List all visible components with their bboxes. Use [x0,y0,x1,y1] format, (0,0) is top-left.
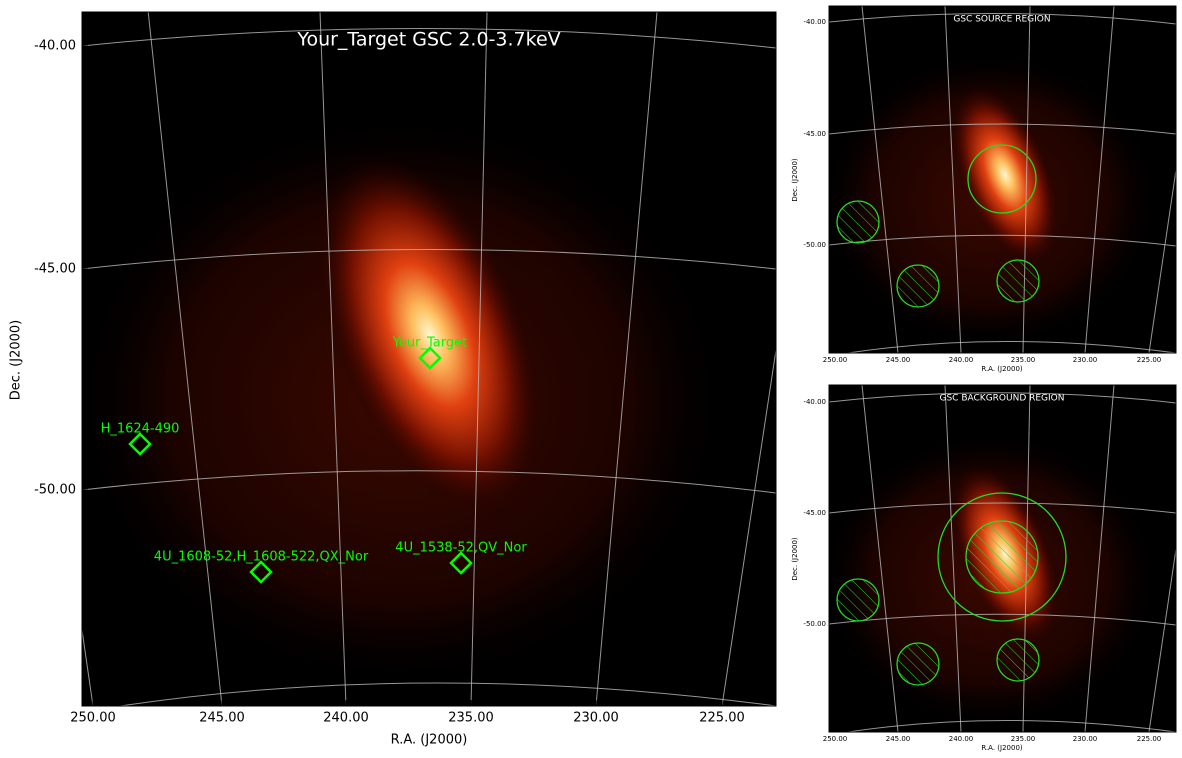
y-tick-label: -40.00 [803,18,826,26]
x-tick-label: 245.00 [886,735,911,743]
y-tick-label: -50.00 [34,483,76,498]
main-image [82,12,776,706]
y-tick-label: -40.00 [34,39,76,54]
source-label: 4U_1608-52,H_1608-522,QX_Nor [154,550,369,565]
x-axis-label: R.A. (J2000) [981,744,1023,752]
x-tick-label: 250.00 [823,356,848,364]
source-label: 4U_1538-52,QV_Nor [395,541,527,556]
panel-title: GSC SOURCE REGION [953,15,1050,25]
x-tick-label: 245.00 [199,711,245,726]
y-tick-label: -40.00 [803,398,826,406]
x-axis-label: R.A. (J2000) [981,365,1023,373]
panel-title: GSC BACKGROUND REGION [940,394,1065,404]
main-title: Your_Target GSC 2.0-3.7keV [296,29,560,51]
x-tick-label: 250.00 [823,735,848,743]
regions [836,144,1040,308]
x-tick-label: 225.00 [1137,356,1162,364]
x-tick-label: 240.00 [949,356,974,364]
y-axis-label: Dec. (J2000) [791,158,799,202]
x-tick-label: 240.00 [323,711,369,726]
x-tick-label: 230.00 [573,711,619,726]
x-tick-label: 235.00 [1011,735,1036,743]
source-region-image [829,6,1176,353]
y-tick-label: -45.00 [34,262,76,277]
x-tick-label: 240.00 [949,735,974,743]
source-label: H_1624-490 [101,422,180,437]
x-tick-label: 245.00 [886,356,911,364]
x-tick-label: 235.00 [448,711,494,726]
x-tick-label: 230.00 [1073,735,1098,743]
regions [836,492,1067,686]
x-tick-label: 230.00 [1073,356,1098,364]
y-axis-label: Dec. (J2000) [791,537,799,581]
x-tick-label: 235.00 [1011,356,1036,364]
x-tick-label: 250.00 [70,711,116,726]
x-tick-label: 225.00 [1137,735,1162,743]
x-axis-label: R.A. (J2000) [391,733,468,748]
y-tick-label: -45.00 [803,509,826,517]
y-tick-label: -45.00 [803,130,826,138]
y-axis-label: Dec. (J2000) [9,320,24,400]
markers [128,346,473,584]
x-tick-label: 225.00 [699,711,745,726]
source-label: Your_Target [392,336,467,351]
y-tick-label: -50.00 [803,620,826,628]
y-tick-label: -50.00 [803,241,826,249]
